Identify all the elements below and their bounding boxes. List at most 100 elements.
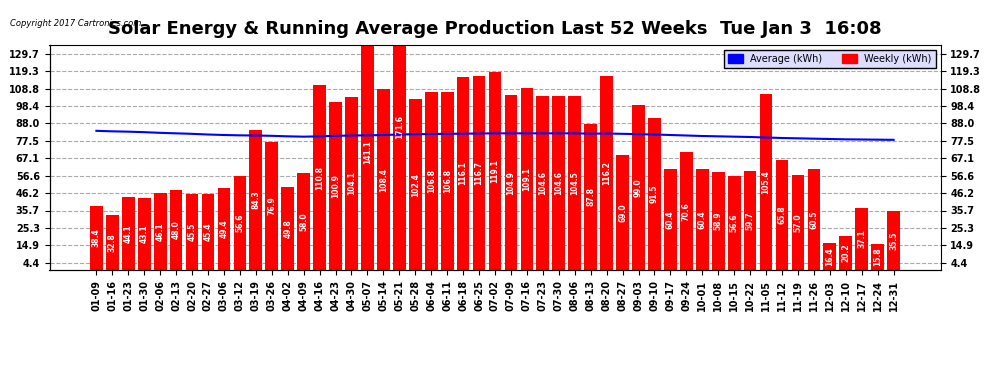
Bar <box>633 105 644 270</box>
Bar <box>153 193 166 270</box>
Text: 105.4: 105.4 <box>761 170 770 194</box>
Text: 49.4: 49.4 <box>220 219 229 238</box>
Bar <box>728 176 741 270</box>
Bar <box>409 99 422 270</box>
Bar <box>472 75 485 270</box>
Text: 116.1: 116.1 <box>458 161 467 185</box>
Text: 141.1: 141.1 <box>363 141 372 164</box>
Bar <box>600 76 613 270</box>
Bar <box>552 96 565 270</box>
Bar <box>393 0 406 270</box>
Text: 44.1: 44.1 <box>124 224 133 243</box>
Bar <box>743 171 756 270</box>
Bar <box>265 142 278 270</box>
Bar <box>377 89 390 270</box>
Text: 87.8: 87.8 <box>586 188 595 206</box>
Bar <box>106 215 119 270</box>
Text: 46.1: 46.1 <box>155 222 164 241</box>
Bar <box>138 198 150 270</box>
Bar <box>712 172 725 270</box>
Bar <box>169 190 182 270</box>
Bar <box>186 194 198 270</box>
Text: 49.8: 49.8 <box>283 219 292 238</box>
Bar <box>616 155 629 270</box>
Text: 58.0: 58.0 <box>299 212 308 231</box>
Bar <box>840 236 852 270</box>
Bar <box>425 92 438 270</box>
Bar <box>568 96 581 270</box>
Text: 108.4: 108.4 <box>379 168 388 192</box>
Text: 32.8: 32.8 <box>108 233 117 252</box>
Text: 60.5: 60.5 <box>810 210 819 229</box>
Bar <box>202 194 215 270</box>
Bar <box>680 152 693 270</box>
Bar <box>489 72 501 270</box>
Bar <box>808 169 821 270</box>
Bar <box>824 243 837 270</box>
Text: 48.0: 48.0 <box>171 220 180 239</box>
Text: 20.2: 20.2 <box>842 244 850 262</box>
Text: 43.1: 43.1 <box>140 225 148 243</box>
Bar <box>456 76 469 270</box>
Text: 104.9: 104.9 <box>507 171 516 195</box>
Text: 56.6: 56.6 <box>236 214 245 232</box>
Bar <box>871 244 884 270</box>
Bar <box>584 124 597 270</box>
Text: 91.5: 91.5 <box>650 184 659 203</box>
Bar <box>441 92 453 270</box>
Text: 57.0: 57.0 <box>793 213 803 232</box>
Text: 104.6: 104.6 <box>539 171 547 195</box>
Text: 110.8: 110.8 <box>315 166 324 190</box>
Bar <box>792 175 804 270</box>
Bar <box>759 94 772 270</box>
Text: 37.1: 37.1 <box>857 230 866 249</box>
Text: 116.2: 116.2 <box>602 161 611 185</box>
Bar <box>90 206 103 270</box>
Text: 99.0: 99.0 <box>634 178 643 197</box>
Bar <box>313 86 326 270</box>
Text: 58.9: 58.9 <box>714 211 723 230</box>
Text: 59.7: 59.7 <box>745 211 754 230</box>
Bar <box>775 160 788 270</box>
Text: 119.1: 119.1 <box>490 159 500 183</box>
Bar <box>249 129 262 270</box>
Bar <box>234 176 247 270</box>
Text: 45.4: 45.4 <box>204 223 213 242</box>
Bar <box>218 188 231 270</box>
Bar <box>361 35 374 270</box>
Text: 56.6: 56.6 <box>730 214 739 232</box>
Text: 84.3: 84.3 <box>251 190 260 209</box>
Text: 104.6: 104.6 <box>554 171 563 195</box>
Bar <box>346 96 357 270</box>
Bar <box>521 88 534 270</box>
Bar <box>505 95 518 270</box>
Bar <box>297 173 310 270</box>
Text: 69.0: 69.0 <box>618 203 627 222</box>
Bar <box>537 96 549 270</box>
Text: 70.6: 70.6 <box>682 202 691 220</box>
Text: 106.8: 106.8 <box>443 169 451 193</box>
Text: 76.9: 76.9 <box>267 196 276 215</box>
Text: 15.8: 15.8 <box>873 248 882 266</box>
Bar <box>122 196 135 270</box>
Text: 104.5: 104.5 <box>570 171 579 195</box>
Text: 35.5: 35.5 <box>889 231 898 250</box>
Text: 102.4: 102.4 <box>411 173 420 196</box>
Text: 171.6: 171.6 <box>395 115 404 139</box>
Text: 16.4: 16.4 <box>826 247 835 266</box>
Text: 116.7: 116.7 <box>474 161 483 185</box>
Text: Copyright 2017 Cartronics.com: Copyright 2017 Cartronics.com <box>10 19 142 28</box>
Text: 65.8: 65.8 <box>777 206 786 225</box>
Text: 106.8: 106.8 <box>427 169 436 193</box>
Bar <box>887 211 900 270</box>
Text: 60.4: 60.4 <box>698 210 707 229</box>
Text: 60.4: 60.4 <box>666 210 675 229</box>
Text: 104.1: 104.1 <box>347 171 356 195</box>
Text: 100.9: 100.9 <box>331 174 340 198</box>
Bar <box>281 187 294 270</box>
Bar <box>664 170 677 270</box>
Title: Solar Energy & Running Average Production Last 52 Weeks  Tue Jan 3  16:08: Solar Energy & Running Average Productio… <box>108 20 882 38</box>
Bar <box>329 102 342 270</box>
Legend: Average (kWh), Weekly (kWh): Average (kWh), Weekly (kWh) <box>725 50 936 68</box>
Text: 38.4: 38.4 <box>92 229 101 248</box>
